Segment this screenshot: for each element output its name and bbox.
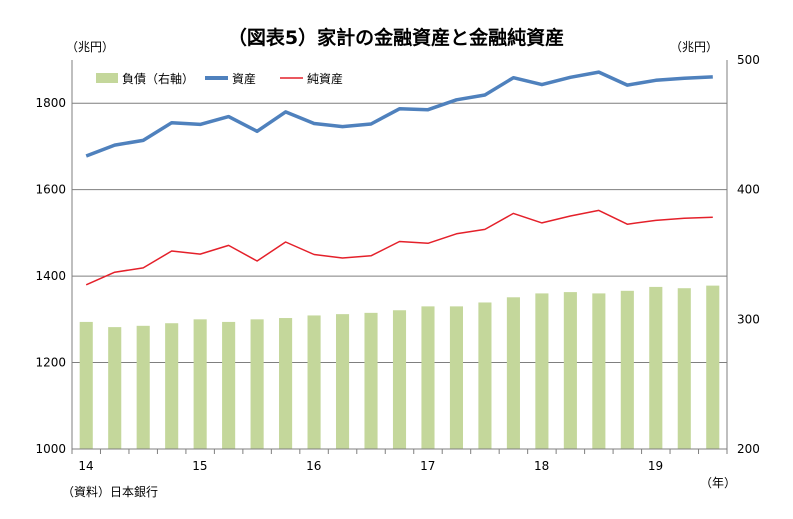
bar-debt-3 [165,323,179,449]
bar-debt-17 [563,292,577,449]
x-axis-ticks: 14 15 16 17 18 19 [78,459,663,473]
bar-debt-18 [592,293,606,449]
x-tick-label: 14 [78,459,93,473]
x-tick-label: 16 [306,459,321,473]
bar-debt-15 [506,297,520,449]
bar-debt-9 [335,314,350,449]
left-axis-ticks: 1000 1200 1400 1600 1800 [35,96,66,456]
left-tick-label: 1600 [35,183,66,197]
chart-title: （図表5）家計の金融資産と金融純資産 [228,26,564,49]
bar-debt-11 [392,310,407,449]
legend-label-assets: 資産 [232,71,256,86]
bar-debt-20 [649,286,663,449]
axes-frame [71,60,728,454]
line-series [85,70,713,286]
x-tick-label: 18 [534,459,549,473]
bar-debt-13 [449,306,464,449]
left-tick-label: 1400 [35,269,66,283]
bar-debt-14 [478,302,492,449]
line-net-assets [85,209,713,286]
left-tick-label: 1800 [35,96,66,110]
right-tick-label: 500 [737,53,760,67]
bar-debt-7 [279,318,293,449]
x-axis-unit: （年） [700,476,736,490]
bar-debt-16 [535,293,549,449]
bar-debt-2 [136,325,150,449]
bar-debt-21 [677,288,691,449]
legend-swatch-debt [96,73,118,83]
bar-series [79,285,720,449]
bar-debt-6 [250,319,264,449]
legend-label-debt: 負債（右軸） [122,71,194,86]
bar-debt-10 [364,312,378,449]
bar-debt-12 [421,306,435,449]
x-tick-label: 15 [192,459,207,473]
right-tick-label: 400 [737,183,760,197]
line-assets [85,70,713,158]
right-tick-label: 300 [737,312,760,326]
right-axis-unit: （兆円） [670,40,718,54]
x-tick-label: 17 [420,459,435,473]
source-note: （資料）日本銀行 [62,485,158,499]
right-tick-label: 200 [737,442,760,456]
left-axis-unit: （兆円） [66,40,114,54]
plot-area [71,60,728,454]
bar-debt-8 [307,315,321,449]
bar-debt-19 [620,290,634,449]
bar-debt-5 [222,321,236,449]
bar-debt-1 [108,327,122,449]
left-tick-label: 1000 [35,442,66,456]
bar-debt-4 [193,319,207,449]
x-tick-label: 19 [648,459,663,473]
legend-label-net-assets: 純資産 [307,71,343,86]
bar-debt-0 [79,321,93,449]
legend: 負債（右軸） 資産 純資産 [96,71,343,86]
left-tick-label: 1200 [35,356,66,370]
right-axis-ticks: 200 300 400 500 [737,53,760,456]
bar-debt-22 [706,285,720,449]
